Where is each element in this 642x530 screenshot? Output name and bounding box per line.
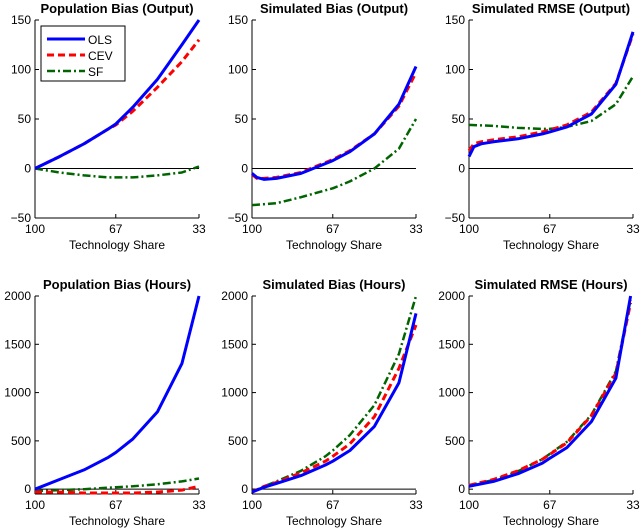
y-tick-label: 100 — [445, 63, 465, 77]
subplot-title: Simulated RMSE (Output) — [472, 1, 630, 16]
y-tick-label: 150 — [445, 13, 465, 27]
y-tick-label: 0 — [24, 482, 31, 496]
series-line-sf — [468, 75, 635, 131]
y-tick-label: 1500 — [221, 337, 248, 351]
x-tick-label: 100 — [459, 222, 479, 236]
y-tick-label: 100 — [228, 63, 248, 77]
series-line-sf — [34, 477, 200, 493]
x-tick-label: 100 — [242, 222, 262, 236]
y-tick-label: 1500 — [438, 337, 465, 351]
x-tick-label: 67 — [543, 222, 557, 236]
x-tick-label: 33 — [626, 222, 640, 236]
y-tick-label: −50 — [445, 211, 466, 225]
x-tick-label: 67 — [109, 222, 123, 236]
y-tick-label: 0 — [241, 162, 248, 176]
x-tick-label: 100 — [242, 498, 262, 512]
legend-label: OLS — [88, 33, 112, 47]
y-tick-label: −50 — [228, 211, 249, 225]
x-tick-label: 33 — [192, 222, 206, 236]
y-tick-label: 50 — [18, 112, 32, 126]
x-tick-label: 33 — [626, 498, 640, 512]
x-axis-label: Technology Share — [286, 238, 382, 252]
y-tick-label: 0 — [24, 162, 31, 176]
y-tick-label: 2000 — [4, 289, 31, 303]
series-line-cev — [251, 71, 418, 180]
y-tick-label: 150 — [11, 13, 31, 27]
subplot-title: Population Bias (Output) — [40, 1, 193, 16]
series-line-cev — [251, 324, 418, 494]
legend-label: SF — [88, 65, 103, 79]
y-tick-label: 0 — [458, 482, 465, 496]
series-line-cev — [35, 484, 200, 495]
y-tick-label: 50 — [452, 112, 466, 126]
subplot: Population Bias (Hours) 0 500 1000 1500 2000 1… — [4, 277, 206, 528]
y-tick-label: 150 — [228, 13, 248, 27]
y-tick-label: 50 — [235, 112, 249, 126]
x-tick-label: 33 — [409, 222, 423, 236]
x-tick-label: 100 — [459, 498, 479, 512]
x-axis-label: Technology Share — [503, 238, 599, 252]
x-tick-label: 33 — [192, 498, 206, 512]
y-tick-label: 500 — [228, 434, 248, 448]
subplot-title: Simulated RMSE (Hours) — [474, 277, 627, 292]
series-line-sf — [251, 118, 418, 207]
subplot: Simulated Bias (Hours) 0 500 1000 1500 2000 10… — [221, 277, 423, 528]
y-tick-label: −50 — [11, 211, 32, 225]
subplot: Population Bias (Output) −50 0 50 100 150 100 6… — [11, 1, 206, 252]
y-tick-label: 1500 — [4, 337, 31, 351]
series-line-ols — [34, 295, 201, 491]
x-axis-label: Technology Share — [69, 514, 165, 528]
series-line-ols — [468, 295, 633, 488]
x-tick-label: 100 — [25, 498, 45, 512]
x-tick-label: 100 — [25, 222, 45, 236]
series-line-cev — [468, 302, 633, 487]
y-tick-label: 1000 — [438, 386, 465, 400]
x-tick-label: 67 — [326, 222, 340, 236]
series-line-ols — [467, 31, 635, 158]
subplot-title: Population Bias (Hours) — [43, 277, 191, 292]
x-tick-label: 33 — [409, 498, 423, 512]
y-tick-label: 2000 — [221, 289, 248, 303]
y-tick-label: 500 — [445, 434, 465, 448]
x-axis-label: Technology Share — [69, 238, 165, 252]
series-line-ols — [251, 65, 418, 181]
series-line-sf — [34, 165, 200, 179]
subplot-title: Simulated Bias (Hours) — [262, 277, 405, 292]
subplot-title: Simulated Bias (Output) — [260, 1, 408, 16]
y-tick-label: 500 — [11, 434, 31, 448]
y-tick-label: 1000 — [221, 386, 248, 400]
subplot: Simulated Bias (Output) −50 0 50 100 150 100 67… — [228, 1, 423, 252]
y-tick-label: 0 — [458, 162, 465, 176]
y-tick-label: 2000 — [438, 289, 465, 303]
x-tick-label: 67 — [109, 498, 123, 512]
series-line-ols — [251, 313, 418, 494]
x-tick-label: 67 — [326, 498, 340, 512]
x-axis-label: Technology Share — [286, 514, 382, 528]
x-axis-label: Technology Share — [503, 514, 599, 528]
y-tick-label: 100 — [11, 63, 31, 77]
y-tick-label: 0 — [241, 482, 248, 496]
y-tick-label: 1000 — [4, 386, 31, 400]
x-tick-label: 67 — [543, 498, 557, 512]
series-line-ols — [34, 19, 201, 170]
legend: OLS CEV SF — [40, 25, 126, 82]
subplot: Simulated RMSE (Output) −50 0 50 100 150 100 67… — [445, 1, 640, 252]
legend-label: CEV — [88, 49, 113, 63]
subplot: Simulated RMSE (Hours) 0 500 1000 1500 2000 10… — [438, 277, 640, 528]
